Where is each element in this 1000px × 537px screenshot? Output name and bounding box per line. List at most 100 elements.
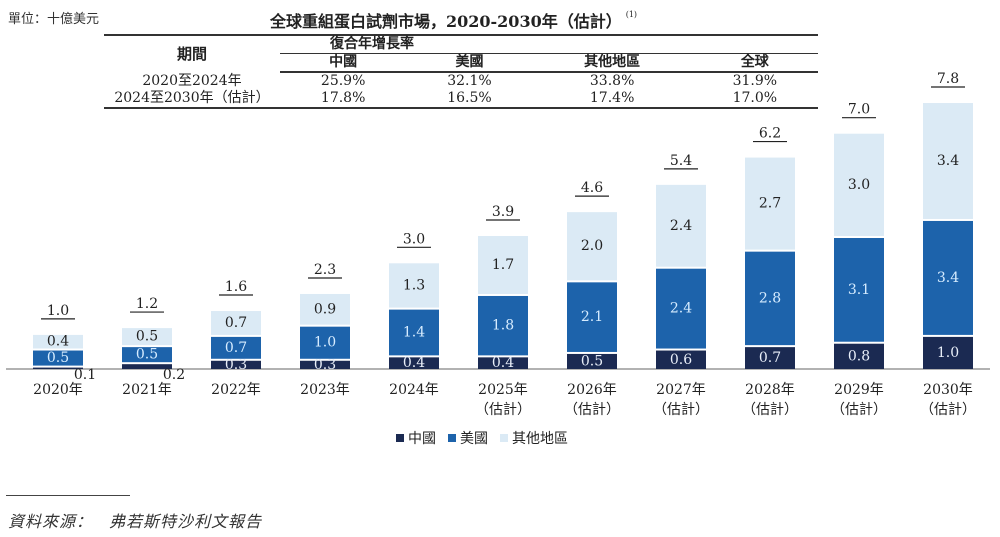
cagr-column-row: 中國 美國 其他地區 全球 — [104, 53, 818, 73]
x-tick-label: 2028年 — [745, 382, 795, 398]
bar-segment-china — [567, 353, 617, 369]
x-tick-note: （估計） — [564, 402, 620, 418]
bar-segment-usa — [567, 282, 617, 352]
segment-label-other: 0.9 — [314, 301, 336, 317]
table-row: 2020至2024年 25.9% 32.1% 33.8% 31.9% — [104, 72, 818, 90]
legend-swatch-other — [500, 434, 508, 442]
legend-swatch-china — [396, 434, 404, 442]
total-label: 1.0 — [47, 303, 69, 319]
source-text: 弗若斯特沙利文報告 — [109, 512, 263, 531]
total-label: 7.8 — [937, 71, 959, 87]
legend-item-usa: 美國 — [448, 428, 488, 448]
bar-segment-other — [122, 328, 172, 346]
segment-label-other: 1.7 — [492, 257, 514, 273]
source-note: 資料來源： 弗若斯特沙利文報告 — [8, 508, 262, 532]
unit-label: 單位：十億美元 — [8, 12, 100, 27]
segment-label-usa: 0.5 — [47, 350, 69, 366]
bar-segment-other — [211, 311, 261, 335]
segment-label-usa: 2.1 — [581, 309, 603, 325]
segment-label-usa: 3.4 — [937, 270, 959, 286]
cagr-table: 期間 復合年增長率 中國 美國 其他地區 全球 2020至2024年 25.9%… — [104, 34, 818, 109]
x-tick-label: 2020年 — [33, 382, 83, 398]
segment-label-usa: 1.4 — [403, 324, 425, 340]
bar-segment-other — [478, 236, 528, 294]
table-row: 2024至2030年（估計） 17.8% 16.5% 17.4% 17.0% — [104, 90, 818, 109]
total-label: 1.2 — [136, 296, 158, 312]
bar-segment-other — [567, 212, 617, 281]
bar-segment-other — [834, 133, 884, 237]
x-tick-label: 2022年 — [211, 382, 261, 398]
x-tick-label: 2024年 — [389, 382, 439, 398]
x-tick-note: （估計） — [831, 402, 887, 418]
segment-label-other: 0.7 — [225, 315, 247, 331]
x-tick-note: （估計） — [653, 402, 709, 418]
period-header: 期間 — [104, 34, 280, 72]
segment-label-other: 2.7 — [759, 196, 781, 212]
cagr-cell: 17.0% — [691, 90, 818, 109]
segment-label-china: 1.0 — [937, 345, 959, 361]
cagr-cell: 16.5% — [406, 90, 533, 109]
total-label: 4.6 — [581, 180, 603, 196]
x-tick-label: 2026年 — [567, 382, 617, 398]
total-label: 2.3 — [314, 262, 336, 278]
total-label: 7.0 — [848, 102, 870, 118]
period-cell: 2024至2030年（估計） — [104, 90, 280, 109]
bar-segment-usa — [656, 268, 706, 349]
cagr-header-row: 期間 復合年增長率 — [104, 34, 818, 72]
bar-segment-china — [834, 343, 884, 369]
segment-label-china: 0.6 — [670, 352, 692, 368]
cagr-cell: 32.1% — [447, 73, 492, 89]
bar-segment-china — [478, 357, 528, 369]
legend-label-usa: 美國 — [460, 431, 488, 447]
bar-segment-other — [389, 263, 439, 308]
x-tick-label: 2029年 — [834, 382, 884, 398]
segment-label-other: 2.4 — [670, 218, 692, 234]
bar-segment-other — [656, 184, 706, 267]
total-label: 1.6 — [225, 279, 247, 295]
period-cell: 2020至2024年 — [142, 72, 242, 89]
segment-label-china: 0.7 — [759, 350, 781, 366]
segment-label-china: 0.4 — [492, 355, 514, 371]
source-divider — [6, 495, 130, 496]
bar-segment-china — [745, 347, 795, 369]
bar-segment-other — [300, 293, 350, 325]
legend-label-other: 其他地區 — [512, 431, 568, 447]
title-footnote: (1) — [625, 10, 638, 19]
bar-segment-usa — [745, 251, 795, 346]
total-label: 5.4 — [670, 153, 692, 169]
source-label: 資料來源： — [8, 512, 94, 531]
bar-segment-usa — [478, 295, 528, 356]
legend: 中國 美國 其他地區 — [396, 428, 568, 448]
segment-label-other: 3.4 — [937, 153, 959, 169]
column-header-other: 其他地區 — [532, 53, 692, 73]
total-label: 3.0 — [403, 231, 425, 247]
column-header-global: 全球 — [691, 53, 818, 73]
bar-segment-usa — [834, 238, 884, 342]
bar-segment-usa — [122, 347, 172, 363]
bar-segment-usa — [300, 326, 350, 359]
segment-label-usa: 1.8 — [492, 318, 514, 334]
segment-label-china: 0.8 — [848, 348, 870, 364]
segment-label-usa: 3.1 — [848, 282, 870, 298]
segment-label-china: 0.2 — [163, 367, 185, 383]
bar-segment-china — [389, 357, 439, 369]
bar-segment-china — [656, 350, 706, 369]
cagr-cell: 17.4% — [532, 90, 692, 109]
legend-label-china: 中國 — [408, 431, 436, 447]
cagr-cell: 31.9% — [732, 73, 778, 89]
segment-label-other: 2.0 — [581, 238, 603, 254]
bar-segment-other — [745, 157, 795, 250]
bar-segment-usa — [923, 220, 973, 335]
segment-label-china: 0.4 — [403, 355, 425, 371]
cagr-cell: 33.8% — [589, 73, 635, 89]
column-header-usa: 美國 — [406, 53, 533, 73]
total-label: 6.2 — [759, 126, 781, 142]
segment-label-other: 1.3 — [403, 277, 425, 293]
cagr-group-header: 復合年增長率 — [280, 34, 818, 54]
bar-segment-china — [33, 367, 83, 369]
bar-segment-other — [33, 334, 83, 349]
bar-segment-usa — [211, 336, 261, 359]
chart-title-text: 全球重組蛋白試劑市場，2020-2030年（估計） — [270, 12, 622, 31]
total-label: 3.9 — [492, 204, 514, 220]
